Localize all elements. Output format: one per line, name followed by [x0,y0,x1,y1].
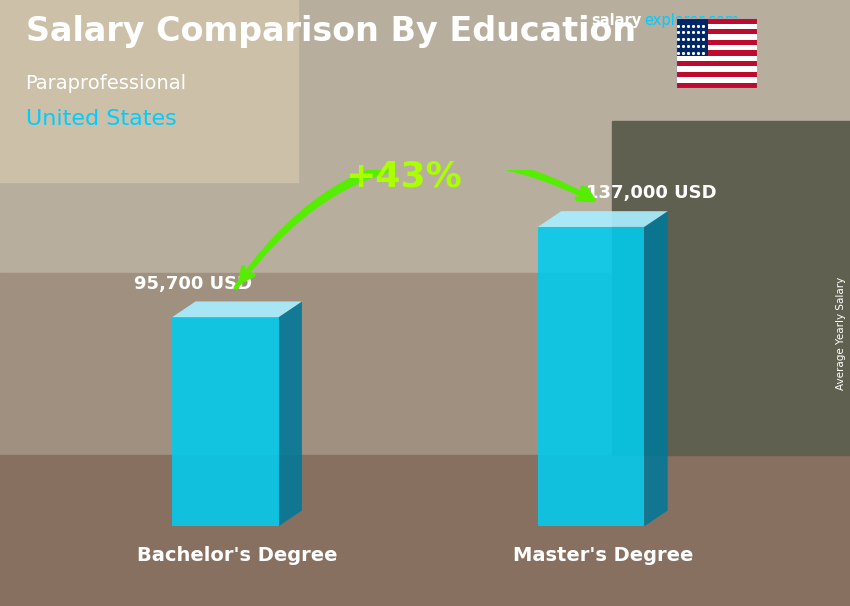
FancyArrowPatch shape [236,157,593,287]
Bar [173,317,279,526]
Polygon shape [173,301,302,317]
Bar [676,35,756,39]
Text: salary: salary [591,13,641,28]
Bar [538,227,644,526]
FancyArrowPatch shape [241,161,591,281]
Text: Average Yearly Salary: Average Yearly Salary [836,277,846,390]
Bar [676,56,756,61]
Text: Bachelor's Degree: Bachelor's Degree [137,545,337,565]
Polygon shape [538,211,667,227]
Bar [676,18,708,56]
Polygon shape [644,211,667,526]
Text: Paraprofessional: Paraprofessional [26,74,187,93]
Bar [676,61,756,67]
Bar [0,0,850,273]
Bar [676,82,756,88]
Bar [676,72,756,77]
Bar [676,24,756,29]
Bar [0,273,850,454]
Bar [676,29,756,35]
Bar [0,454,850,606]
Bar [0,0,298,182]
Text: 95,700 USD: 95,700 USD [134,275,252,293]
Bar [676,77,756,82]
Bar [676,67,756,72]
Text: +43%: +43% [345,159,462,193]
Text: explorer.com: explorer.com [644,13,740,28]
Text: Master's Degree: Master's Degree [513,545,693,565]
Text: United States: United States [26,109,176,129]
Bar [676,45,756,50]
Polygon shape [279,301,302,526]
Bar [676,18,756,24]
Bar [612,121,850,454]
Bar [676,39,756,45]
Bar [676,50,756,56]
Text: Salary Comparison By Education: Salary Comparison By Education [26,15,636,48]
Text: 137,000 USD: 137,000 USD [586,184,717,202]
